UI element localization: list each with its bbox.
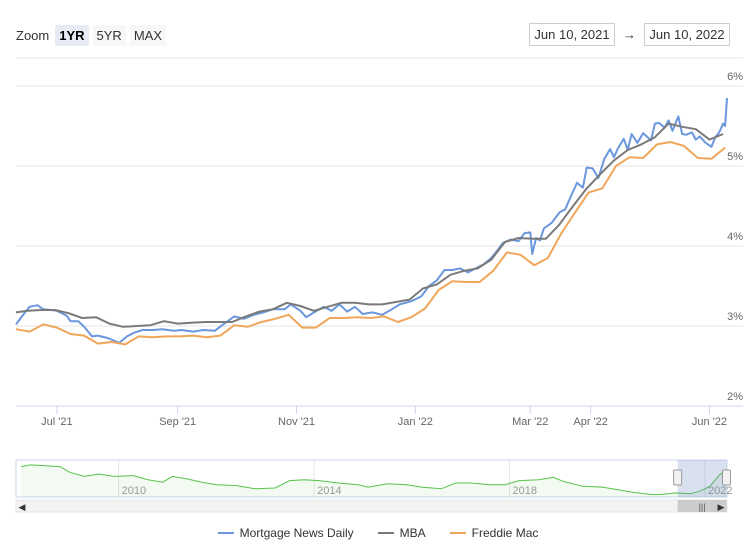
scrollbar-grip-icon: ||| (699, 502, 706, 512)
navigator-year-label: 2010 (122, 485, 146, 497)
navigator-year-label: 2022 (708, 485, 732, 497)
y-tick-label: 5% (727, 151, 743, 163)
date-range: Jun 10, 2021 → Jun 10, 2022 (529, 23, 730, 46)
series-line-mba (15, 122, 724, 328)
legend-label-freddie: Freddie Mac (471, 526, 539, 540)
legend-swatch-mnd (217, 532, 234, 534)
zoom-label: Zoom (16, 27, 50, 43)
legend-item-freddie[interactable]: Freddie Mac (449, 526, 539, 540)
legend-item-mnd[interactable]: Mortgage News Daily (217, 526, 354, 540)
legend-label-mba: MBA (399, 526, 426, 540)
navigator-year-label: 2014 (317, 485, 341, 497)
y-axis-ticks: 2% 3% 4% 5% 6% (727, 71, 743, 403)
range-from-input[interactable]: Jun 10, 2021 (529, 23, 615, 46)
zoom-max-button[interactable]: MAX (129, 24, 166, 46)
zoom-bar: Zoom 1YR 5YR MAX (16, 24, 170, 46)
x-tick-label: Jul '21 (41, 416, 72, 428)
series-line-mnd (15, 97, 728, 344)
x-tick-label: Nov '21 (278, 416, 315, 428)
x-tick-label: Mar '22 (512, 416, 548, 428)
navigator-selection (677, 460, 727, 497)
scrollbar-track (15, 499, 728, 513)
x-axis-ticks: Jul '21 Sep '21 Nov '21 Jan '22 Mar '22 Apr '… (16, 405, 743, 428)
range-separator: → (623, 27, 636, 42)
series-line-freddie (15, 141, 726, 346)
grid (16, 57, 743, 407)
y-tick-label: 6% (727, 71, 743, 83)
zoom-5yr-button[interactable]: 5YR (92, 24, 126, 46)
y-tick-label: 4% (727, 231, 743, 243)
navigator-year-label: 2018 (513, 485, 537, 497)
legend-item-mba[interactable]: MBA (377, 526, 426, 540)
scroll-left-arrow-icon: ◀ (19, 502, 26, 512)
y-tick-label: 3% (727, 311, 743, 323)
navigator-handle-right (722, 469, 732, 486)
legend-swatch-freddie (449, 532, 466, 534)
x-tick-label: Sep '21 (159, 416, 196, 428)
navigator-line (20, 464, 727, 495)
zoom-1yr-button[interactable]: 1YR (55, 24, 89, 46)
scrollbar-thumb (677, 500, 727, 512)
legend: Mortgage News Daily MBA Freddie Mac (0, 526, 756, 540)
legend-swatch-mba (377, 532, 394, 534)
series-lines (15, 97, 728, 346)
scroll-right-arrow-icon: ▶ (718, 502, 725, 512)
x-tick-label: Jan '22 (398, 416, 433, 428)
x-tick-label: Jun '22 (692, 416, 727, 428)
range-to-input[interactable]: Jun 10, 2022 (644, 23, 730, 46)
x-tick-label: Apr '22 (573, 416, 608, 428)
rate-chart: 2% 3% 4% 5% 6% Jul '21 Sep '21 Nov '21 Jan '22 M… (15, 57, 743, 513)
y-tick-label: 2% (727, 391, 743, 403)
legend-label-mnd: Mortgage News Daily (239, 526, 354, 540)
navigator-handle-left (673, 469, 683, 486)
navigator[interactable]: 2010 2014 2018 2022||| ◀ ▶ (15, 459, 732, 513)
navigator-area (20, 464, 727, 497)
